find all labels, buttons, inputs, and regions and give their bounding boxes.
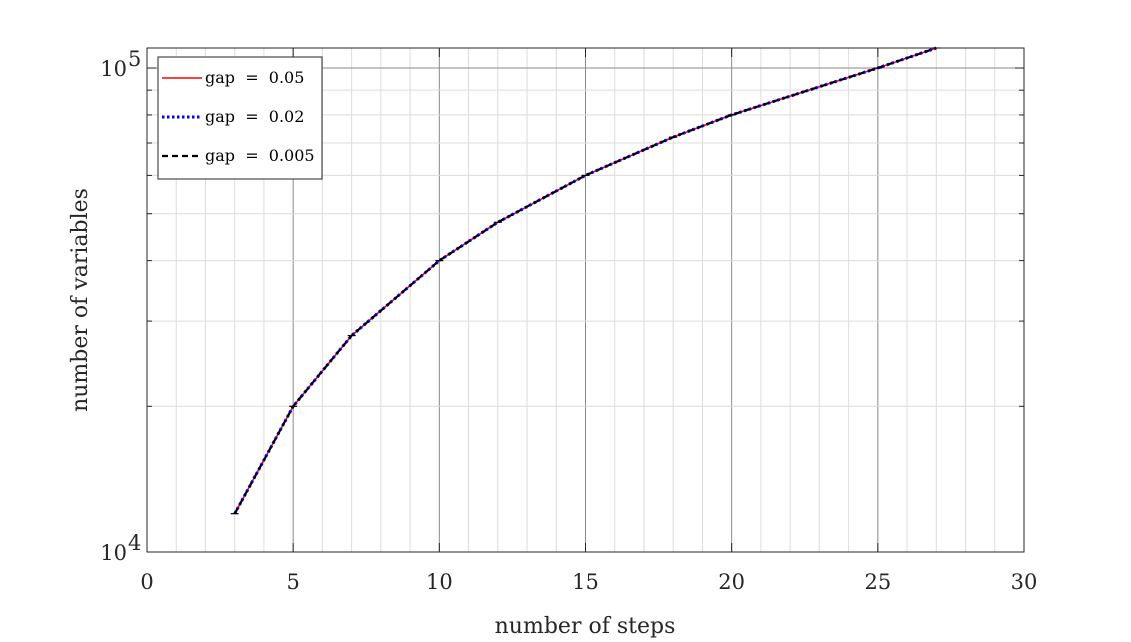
legend-label-2: gap = 0.005: [205, 146, 315, 165]
y-tick-label: 10: [100, 57, 127, 81]
legend-label-1: gap = 0.02: [205, 107, 304, 126]
x-tick-label: 20: [718, 570, 745, 594]
x-tick-label: 30: [1011, 570, 1038, 594]
legend: gap = 0.05 gap = 0.02 gap = 0.005: [157, 56, 323, 180]
series-line-2: [233, 46, 937, 515]
y-tick-exponent: 4: [128, 531, 141, 555]
x-axis-label: number of steps: [495, 614, 676, 639]
x-tick-label: 25: [864, 570, 891, 594]
x-tick-label: 0: [140, 570, 153, 594]
legend-label-0: gap = 0.05: [205, 68, 304, 87]
y-axis-label: number of variables: [68, 188, 93, 412]
ticks: [146, 48, 1025, 553]
x-tick-label: 5: [286, 570, 299, 594]
y-tick-exponent: 5: [128, 47, 141, 71]
x-tick-label: 10: [426, 570, 453, 594]
x-tick-labels: 0 5 10 15 20 25 30: [140, 570, 1037, 594]
x-tick-label: 15: [572, 570, 599, 594]
y-tick-label: 10: [100, 541, 127, 565]
